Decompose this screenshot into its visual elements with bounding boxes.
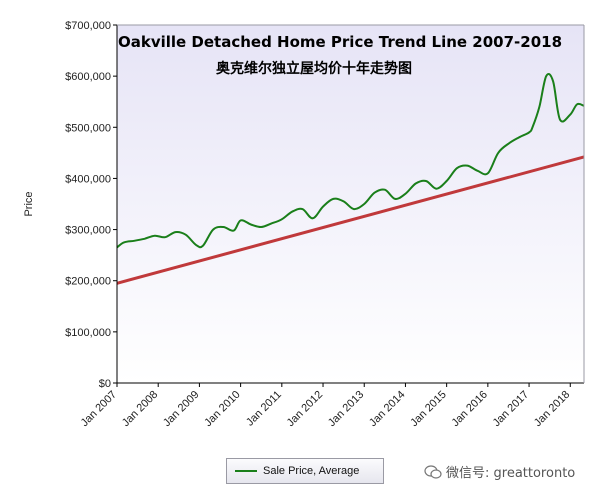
y-axis-label: Price [23, 191, 35, 216]
chart-title: Oakville Detached Home Price Trend Line … [118, 33, 562, 51]
legend-swatch [235, 470, 257, 472]
x-tick-label: Jan 2008 [120, 389, 160, 429]
x-tick-label: Jan 2012 [285, 389, 325, 429]
y-tick-label: $100,000 [65, 327, 111, 339]
watermark-text: 微信号: greattoronto [446, 466, 576, 481]
x-tick-label: Jan 2009 [161, 389, 201, 429]
legend-label: Sale Price, Average [263, 465, 360, 477]
x-tick-label: Jan 2011 [244, 389, 284, 429]
series-line-sale-price [116, 72, 585, 249]
x-tick-label: Jan 2014 [367, 389, 407, 429]
y-tick-label: $600,000 [65, 71, 111, 83]
y-tick-label: $500,000 [65, 122, 111, 134]
y-tick-label: $300,000 [65, 225, 111, 237]
chat-bubble-icon [424, 464, 442, 479]
x-tick-label: Jan 2007 [79, 389, 119, 429]
watermark: 微信号: greattoronto [424, 462, 575, 481]
plot-area [117, 25, 584, 383]
legend: Sale Price, Average [226, 458, 384, 484]
y-tick-label: $200,000 [65, 276, 111, 288]
x-tick-label: Jan 2013 [326, 389, 366, 429]
x-tick-label: Jan 2016 [449, 389, 489, 429]
y-tick-label: $0 [99, 378, 111, 390]
x-tick-label: Jan 2015 [408, 389, 448, 429]
y-tick-label: $700,000 [65, 20, 111, 32]
x-tick-label: Jan 2017 [491, 389, 531, 429]
trend-line [116, 155, 585, 285]
y-tick-label: $400,000 [65, 173, 111, 185]
x-tick-label: Jan 2010 [202, 389, 242, 429]
chart-subtitle: 奥克维尔独立屋均价十年走势图 [216, 60, 412, 77]
x-tick-label: Jan 2018 [532, 389, 572, 429]
